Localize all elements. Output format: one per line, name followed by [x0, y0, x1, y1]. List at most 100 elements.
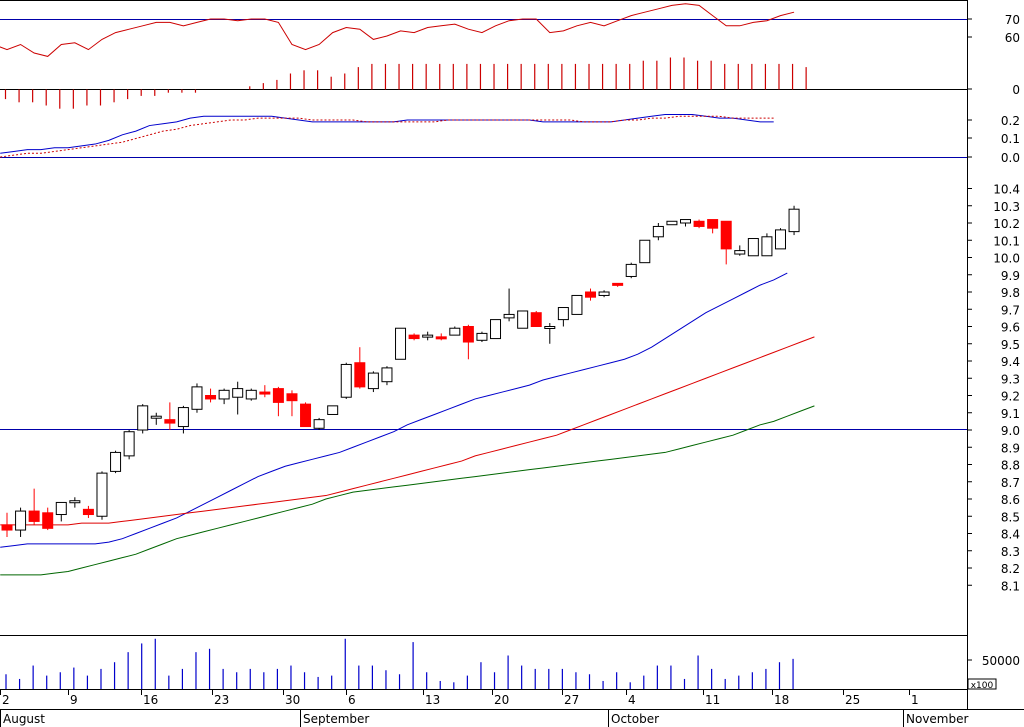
candle-body — [313, 419, 325, 429]
price-tick-label: 8.3 — [1001, 545, 1020, 559]
candle-body — [232, 388, 244, 398]
date-tick-label: 30 — [285, 693, 300, 707]
candle-body — [639, 239, 651, 264]
date-tick-label: 9 — [70, 693, 78, 707]
price-tick-label: 8.8 — [1001, 459, 1020, 473]
price-tick-label: 9.4 — [1001, 355, 1020, 369]
candle-body — [652, 225, 664, 238]
candle-body — [693, 220, 705, 227]
candle-body — [28, 510, 40, 522]
grid-layer — [0, 0, 1024, 710]
price-tick-label: 9.5 — [1001, 338, 1020, 352]
date-tick-label: 16 — [143, 693, 158, 707]
price-tick-label: 9.0 — [1001, 424, 1020, 438]
candle-body — [422, 334, 434, 338]
price-panel — [0, 205, 967, 576]
price-tick-label: 9.1 — [1001, 407, 1020, 421]
macd-panel — [0, 113, 967, 158]
price-tick-label: 9.8 — [1001, 286, 1020, 300]
candle-body — [82, 508, 94, 516]
candle-body — [666, 220, 678, 226]
candle-body — [286, 393, 298, 402]
candle-body — [530, 312, 542, 328]
histogram-tick-label: 0 — [1012, 83, 1020, 97]
price-tick-label: 9.7 — [1001, 303, 1020, 317]
candle-body — [761, 236, 773, 257]
date-tick-label: 2 — [2, 693, 10, 707]
candle-body — [177, 407, 189, 428]
macd-tick-label: 0.0 — [1001, 151, 1020, 165]
volume-panel — [5, 638, 794, 689]
rsi-line — [0, 3, 795, 57]
price-tick-label: 10.3 — [993, 200, 1020, 214]
candle-body — [272, 388, 284, 403]
date-tick-label: 23 — [214, 693, 229, 707]
price-tick-label: 10.2 — [993, 217, 1020, 231]
rsi-tick-label: 60 — [1005, 31, 1020, 45]
candle-body — [110, 451, 122, 472]
candle-body — [245, 389, 257, 400]
candle-body — [55, 501, 67, 516]
month-label: November — [906, 712, 968, 726]
price-tick-label: 8.2 — [1001, 562, 1020, 576]
candle-body — [395, 327, 407, 360]
candle-body — [557, 307, 569, 321]
date-tick-label: 1 — [911, 693, 919, 707]
candle-body — [571, 294, 583, 315]
candle-body — [69, 500, 81, 504]
month-label: August — [3, 712, 45, 726]
candle-body — [544, 326, 556, 329]
candle-body — [15, 510, 27, 531]
candle-body — [340, 363, 352, 398]
macd-line — [0, 113, 774, 154]
macd-tick-label: 0.2 — [1001, 114, 1020, 128]
date-tick-label: 25 — [845, 693, 860, 707]
date-tick-label: 18 — [774, 693, 789, 707]
volume-unit-box — [967, 678, 997, 690]
price-tick-label: 9.6 — [1001, 321, 1020, 335]
candle-body — [191, 386, 203, 410]
candle-body — [381, 367, 393, 383]
candle-body — [367, 372, 379, 390]
month-label: October — [611, 712, 659, 726]
volume-tick-label: 50000 — [982, 654, 1020, 668]
date-tick-label: 20 — [494, 693, 509, 707]
candle-body — [774, 229, 786, 250]
moving-average-line — [0, 336, 815, 526]
histogram-panel — [0, 57, 967, 109]
moving-average-line — [0, 272, 788, 548]
candle-body — [517, 310, 529, 329]
candle-body — [585, 291, 597, 298]
price-tick-label: 8.4 — [1001, 528, 1020, 542]
candle-body — [503, 313, 515, 319]
price-tick-label: 9.3 — [1001, 372, 1020, 386]
candle-body — [612, 282, 624, 286]
candle-body — [300, 403, 312, 428]
rsi-panel — [0, 3, 967, 57]
candle-body — [449, 327, 461, 336]
price-tick-label: 8.5 — [1001, 510, 1020, 524]
price-tick-label: 10.0 — [993, 252, 1020, 266]
candle-body — [490, 319, 502, 340]
candle-body — [42, 512, 54, 529]
date-tick-label: 6 — [348, 693, 356, 707]
candle-body — [354, 362, 366, 388]
candle-body — [96, 472, 108, 517]
candle-body — [734, 250, 746, 255]
date-tick-label: 11 — [705, 693, 720, 707]
candle-body — [625, 263, 637, 277]
candle-body — [150, 415, 162, 419]
date-tick-label: 4 — [628, 693, 636, 707]
candle-body — [598, 291, 610, 296]
price-tick-label: 8.6 — [1001, 493, 1020, 507]
candle-body — [462, 326, 474, 343]
candle-body — [747, 238, 759, 257]
candle-body — [1, 524, 13, 531]
candle-body — [788, 208, 800, 233]
candle-body — [123, 431, 135, 457]
month-label: September — [303, 712, 369, 726]
date-tick-label: 13 — [425, 693, 440, 707]
candle-body — [435, 336, 447, 340]
axis-labels: 70 60 0 0.2 0.1 0.0 8.1 8.2 8.3 8.4 8.5 8.6 8.7 8.8 8.… — [0, 13, 1020, 727]
